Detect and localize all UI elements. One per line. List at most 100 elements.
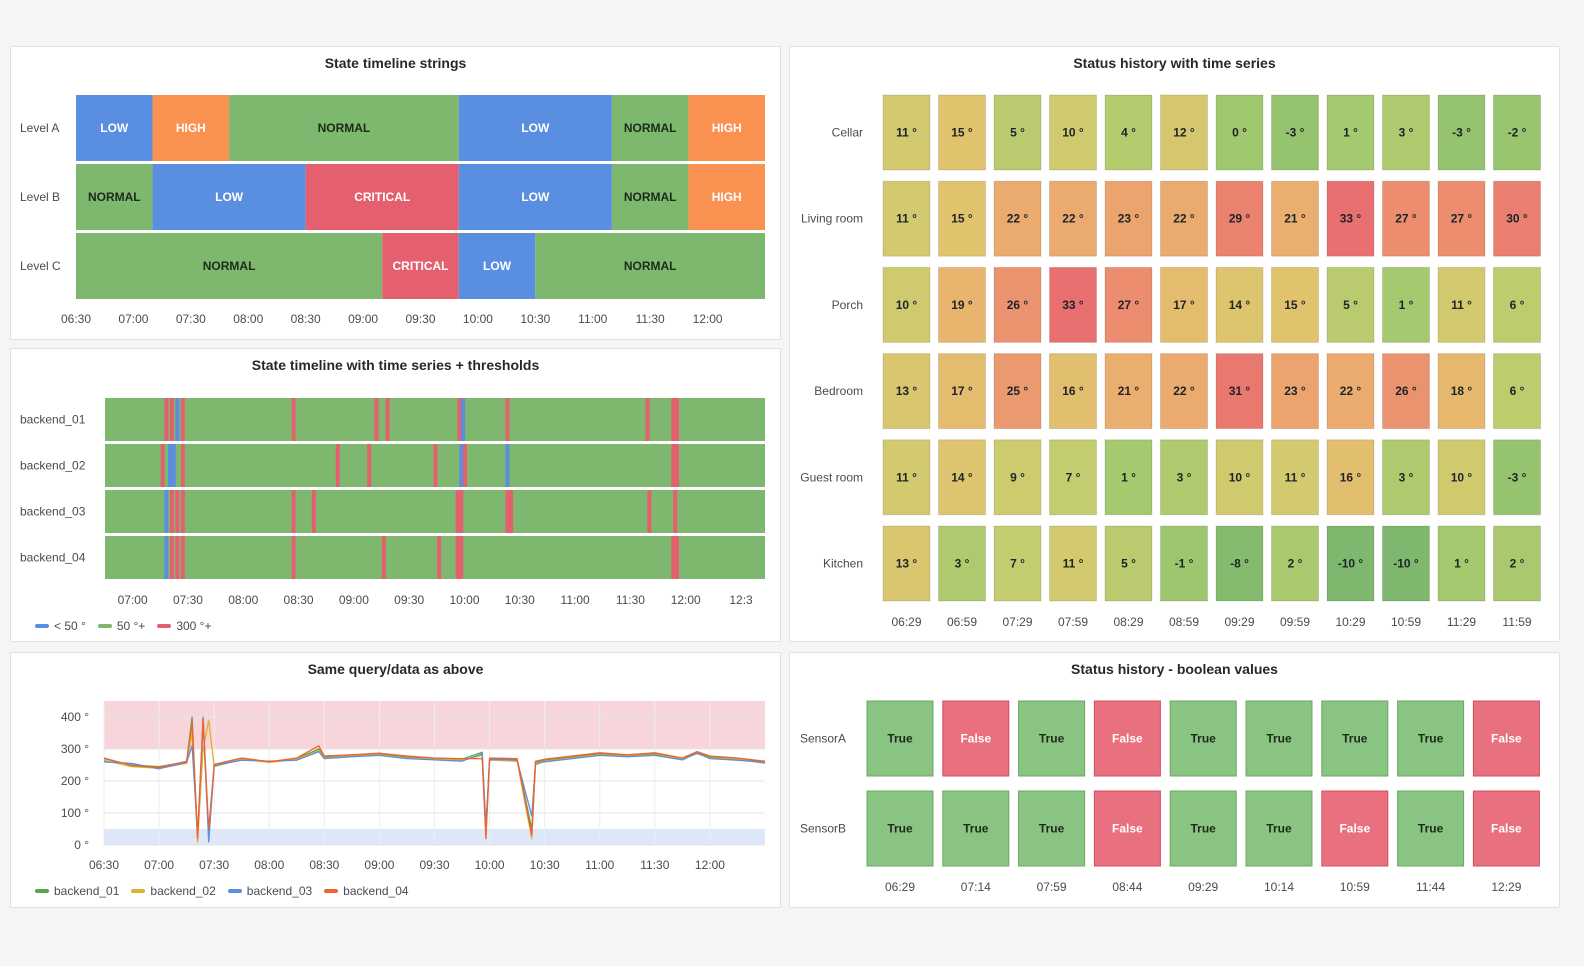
x-tick-label: 08:00	[254, 858, 284, 872]
state-segment	[76, 233, 383, 299]
chart-legend: backend_01 backend_02 backend_03 backend_04	[35, 884, 409, 898]
state-segment	[458, 164, 612, 230]
legend-item[interactable]: backend_01	[35, 884, 119, 898]
x-tick-label: 07:00	[118, 312, 148, 326]
status-cell	[1104, 180, 1153, 257]
status-cell	[1271, 266, 1319, 343]
row-label-level-b: Level B	[20, 190, 60, 204]
cell-value: False	[1491, 822, 1522, 836]
cell-value: 3 °	[1399, 126, 1414, 140]
row-label-sensora: SensorA	[800, 732, 846, 746]
panel-title[interactable]: State timeline strings	[324, 55, 467, 71]
cell-value: True	[1191, 732, 1217, 746]
cell-value: 6 °	[1510, 384, 1525, 398]
status-cell	[993, 353, 1042, 430]
state-label: HIGH	[712, 190, 742, 204]
status-cell	[938, 525, 986, 602]
panel-state-timeline-thresholds: State timeline with time series + thresh…	[10, 348, 781, 642]
threshold-spike	[291, 490, 296, 533]
legend-item[interactable]: backend_02	[131, 884, 216, 898]
x-tick-label: 06:30	[89, 858, 119, 872]
status-cell	[1493, 94, 1541, 171]
status-cell	[1271, 439, 1319, 516]
cell-value: False	[1339, 822, 1370, 836]
status-cell	[938, 353, 986, 430]
legend-label: backend_01	[54, 884, 120, 898]
cell-value: 17 °	[951, 384, 973, 398]
panel-title[interactable]: Same query/data as above	[307, 661, 484, 677]
status-cell	[882, 353, 931, 430]
cell-value: 1 °	[1343, 126, 1358, 140]
cell-value: 18 °	[1451, 384, 1473, 398]
legend-item[interactable]: 50 °+	[97, 619, 145, 633]
cell-value: 3 °	[1399, 470, 1414, 484]
threshold-spike	[180, 536, 185, 579]
threshold-spike	[462, 444, 467, 487]
cell-value: True	[1342, 732, 1368, 746]
x-tick-label: 07:59	[1037, 880, 1067, 894]
legend-item[interactable]: < 50 °	[35, 619, 86, 633]
threshold-spike	[437, 536, 442, 579]
legend-swatch	[35, 889, 49, 893]
status-cell	[1472, 790, 1540, 867]
legend-swatch	[131, 889, 146, 893]
threshold-spike	[671, 444, 676, 487]
legend-item[interactable]: backend_03	[227, 884, 312, 898]
state-label: NORMAL	[203, 259, 256, 273]
x-tick-label: 10:14	[1264, 880, 1294, 894]
cell-value: 10 °	[896, 298, 918, 312]
cell-value: True	[1191, 822, 1217, 836]
cell-value: 10 °	[1451, 470, 1473, 484]
status-cell	[1018, 790, 1086, 867]
cell-value: 33 °	[1062, 298, 1084, 312]
panel-title[interactable]: State timeline with time series + thresh…	[251, 357, 540, 373]
panel-title[interactable]: Status history with time series	[1073, 55, 1276, 71]
cell-value: 5 °	[1343, 298, 1358, 312]
threshold-spike	[459, 536, 464, 579]
state-segment	[688, 164, 765, 230]
threshold-spike	[675, 398, 680, 441]
state-timeline-chart: Level A LOW HIGH NORMAL LOW NORMAL HIGH Level B…	[20, 95, 765, 326]
x-tick-label: 11:44	[1416, 880, 1445, 894]
status-cell	[1321, 700, 1389, 777]
cell-value: 11 °	[1451, 298, 1472, 312]
status-cell	[1382, 525, 1430, 602]
state-segment	[76, 95, 153, 161]
cell-value: -10 °	[1338, 557, 1364, 571]
cell-value: 2 °	[1288, 557, 1303, 571]
cell-value: True	[1418, 732, 1444, 746]
threshold-spike	[175, 536, 180, 579]
threshold-spike	[291, 398, 296, 441]
cell-value: 15 °	[951, 126, 973, 140]
row-label-level-a: Level A	[20, 121, 59, 135]
cell-value: True	[1266, 822, 1292, 836]
status-cell	[1049, 439, 1097, 516]
status-cell	[1397, 700, 1465, 777]
cell-value: 13 °	[896, 384, 918, 398]
status-cell	[1437, 439, 1486, 516]
status-cell	[1493, 353, 1541, 430]
x-tick-label: 12:3	[729, 593, 753, 607]
x-tick-label: 09:29	[1188, 880, 1218, 894]
cell-value: 27 °	[1118, 298, 1140, 312]
status-cell	[1049, 525, 1097, 602]
x-tick-label: 11:59	[1502, 615, 1531, 629]
state-segment	[611, 164, 689, 230]
status-cell	[1326, 353, 1375, 430]
row-label-bedroom: Bedroom	[814, 384, 863, 398]
panel-title[interactable]: Status history - boolean values	[1071, 661, 1278, 677]
threshold-spike	[164, 536, 169, 579]
legend-item[interactable]: backend_04	[324, 884, 409, 898]
state-label: LOW	[521, 190, 550, 204]
status-cell	[1215, 266, 1264, 343]
cell-value: 12 °	[1173, 126, 1195, 140]
x-tick-label: 10:29	[1335, 615, 1365, 629]
threshold-spike	[160, 444, 165, 487]
row-label-backend-02: backend_02	[20, 459, 86, 473]
cell-value: 5 °	[1010, 126, 1025, 140]
legend-item[interactable]: 300 °+	[157, 619, 212, 633]
threshold-spike	[175, 398, 180, 441]
cell-value: 22 °	[1007, 212, 1029, 226]
threshold-spike	[164, 398, 169, 441]
threshold-spike	[168, 444, 173, 487]
